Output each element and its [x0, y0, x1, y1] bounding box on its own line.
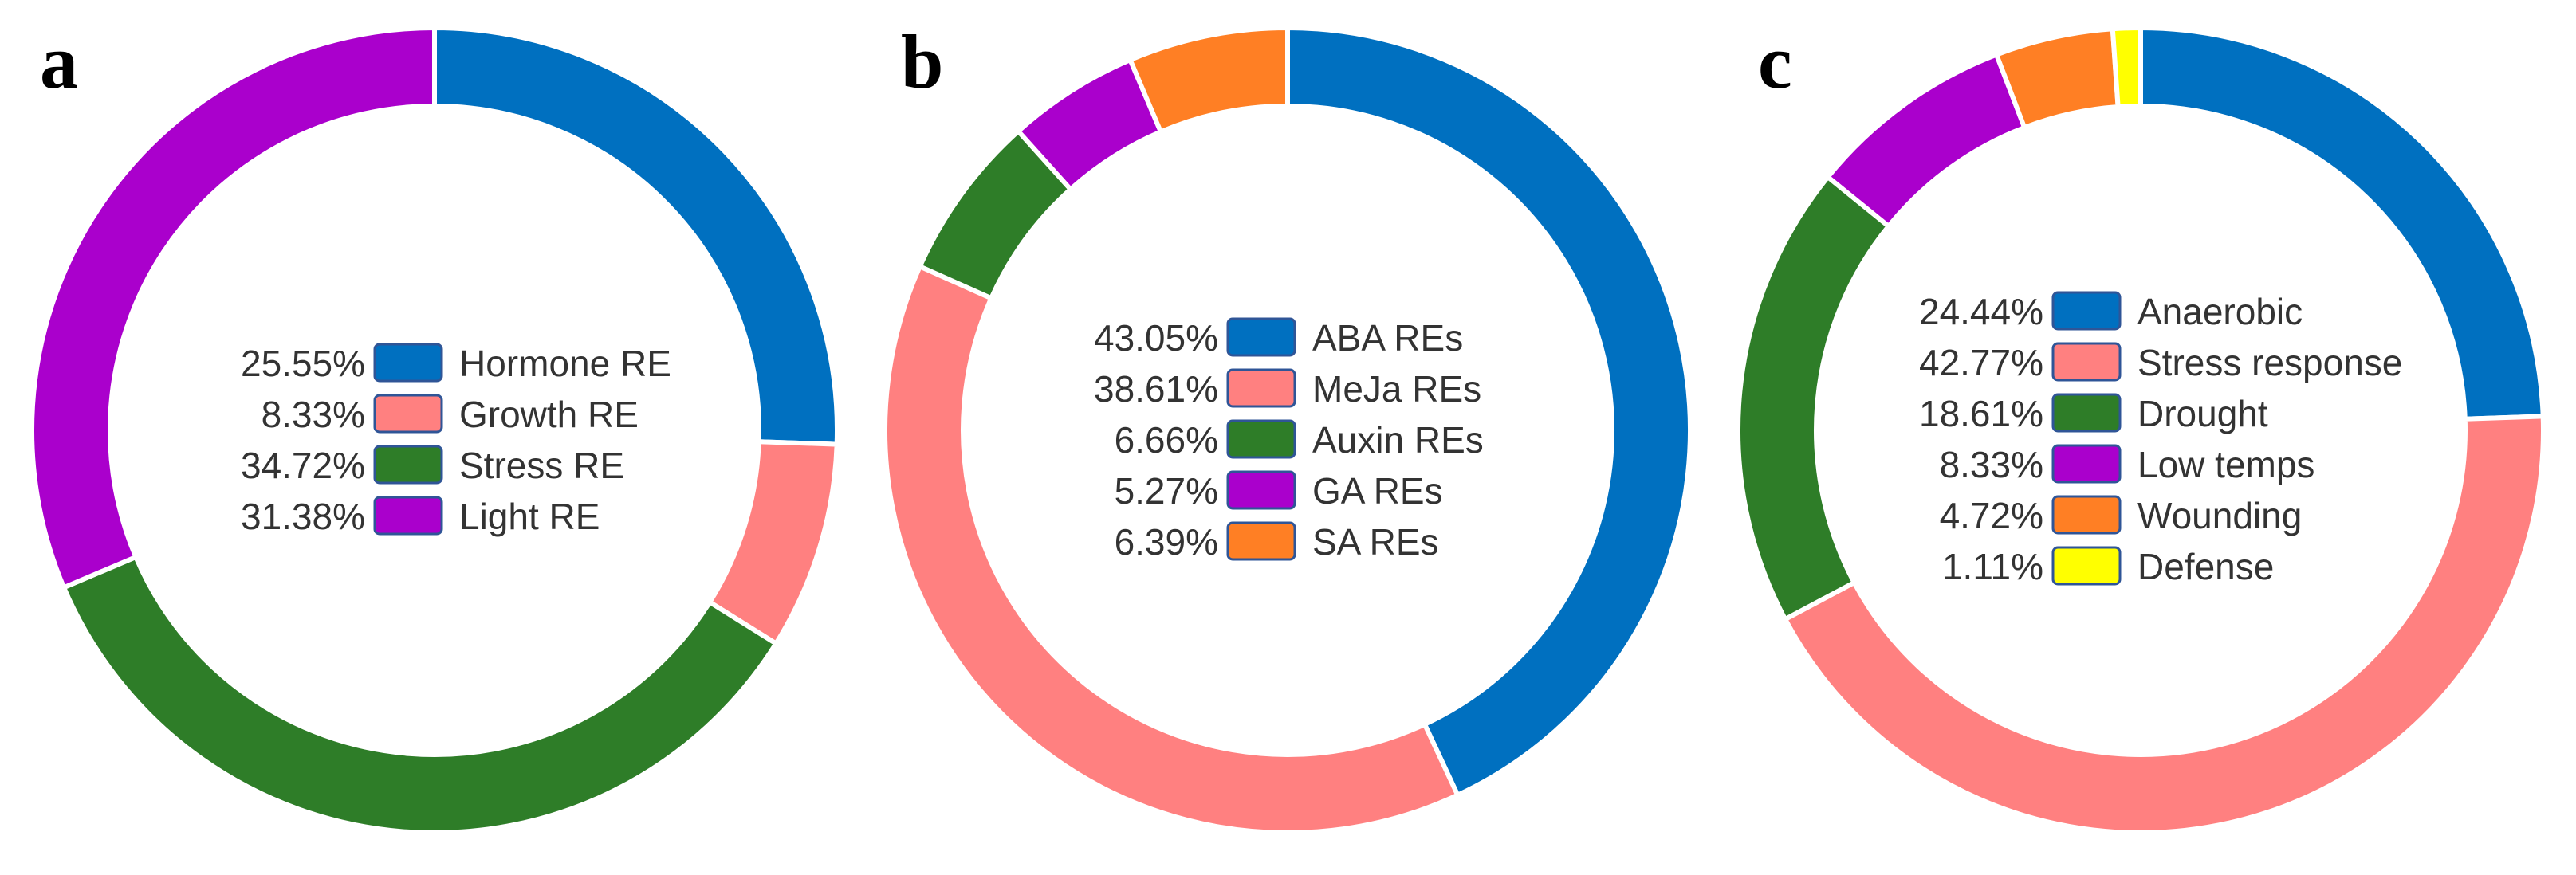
value-label-stress-response: 42.77% — [1919, 342, 2043, 383]
legend-label-defense: Defense — [2137, 546, 2274, 587]
legend-label-meja-res: MeJa REs — [1312, 368, 1481, 410]
donut-chart-a: 25.55% Hormone RE 8.33% Growth RE 34.72% Stre… — [29, 25, 840, 835]
legend-swatch-stress-re — [373, 445, 443, 485]
legend-swatch-drought — [2051, 393, 2122, 433]
legend-label-sa-res: SA REs — [1312, 521, 1439, 563]
value-label-aba-res: 43.05% — [1094, 317, 1218, 359]
legend-swatch-aba-res — [1226, 317, 1296, 357]
slice-drought — [1736, 173, 1892, 623]
value-label-anaerobic: 24.44% — [1919, 291, 2043, 332]
slice-stress-re — [61, 554, 780, 835]
panel-label-c: c — [1758, 19, 1792, 104]
value-label-wounding: 4.72% — [1940, 495, 2043, 536]
value-label-meja-res: 38.61% — [1094, 368, 1218, 410]
chart-panel-a: a 25.55% Hormone RE 8.33% Growth RE 34.72% St… — [0, 0, 845, 875]
value-label-stress-re: 34.72% — [241, 445, 365, 486]
slice-light-re — [29, 25, 437, 591]
legend-swatch-sa-res — [1226, 521, 1296, 561]
slice-stress-response — [1782, 414, 2546, 835]
value-label-drought: 18.61% — [1919, 393, 2043, 434]
legend-swatch-low-temps — [2051, 444, 2122, 484]
slice-hormone-re — [432, 25, 840, 447]
value-label-auxin-res: 6.66% — [1115, 419, 1218, 461]
donut-chart-c: 24.44% Anaerobic 42.77% Stress response 18.6… — [1736, 25, 2546, 835]
panel-label-a: a — [40, 19, 78, 104]
slice-sa-res — [1127, 25, 1290, 135]
legend-label-light-re: Light RE — [459, 496, 600, 537]
value-label-sa-res: 6.39% — [1115, 521, 1218, 563]
legend-label-aba-res: ABA REs — [1312, 317, 1463, 359]
legend-label-growth-re: Growth RE — [459, 394, 639, 435]
legend-label-ga-res: GA REs — [1312, 470, 1443, 512]
value-label-low-temps: 8.33% — [1940, 444, 2043, 485]
donut-chart-b: 43.05% ABA REs 38.61% MeJa REs 6.66% Auxin RE… — [883, 25, 1693, 835]
legend-swatch-meja-res — [1226, 368, 1296, 408]
legend-swatch-ga-res — [1226, 470, 1296, 510]
legend-label-low-temps: Low temps — [2137, 444, 2314, 485]
panel-label-b: b — [901, 19, 944, 104]
legend-swatch-light-re — [373, 496, 443, 536]
legend-label-stress-response: Stress response — [2137, 342, 2402, 383]
chart-panel-c: c 24.44% Anaerobic 42.77% Stress response 18… — [1694, 0, 2576, 875]
legend-label-wounding: Wounding — [2137, 495, 2302, 536]
value-label-hormone-re: 25.55% — [241, 343, 365, 384]
legend-swatch-anaerobic — [2051, 291, 2122, 331]
slice-meja-res — [883, 263, 1461, 835]
legend-swatch-defense — [2051, 546, 2122, 586]
legend-swatch-stress-response — [2051, 342, 2122, 382]
chart-panel-b: b 43.05% ABA REs 38.61% MeJa REs 6.66% Auxin … — [845, 0, 1694, 875]
slice-defense — [2110, 25, 2143, 110]
legend-label-auxin-res: Auxin REs — [1312, 419, 1484, 461]
legend-swatch-wounding — [2051, 495, 2122, 535]
legend-label-stress-re: Stress RE — [459, 445, 624, 486]
value-label-ga-res: 5.27% — [1115, 470, 1218, 512]
slice-aba-res — [1285, 25, 1693, 798]
legend-swatch-growth-re — [373, 394, 443, 434]
legend-label-hormone-re: Hormone RE — [459, 343, 671, 384]
legend-label-anaerobic: Anaerobic — [2137, 291, 2303, 332]
value-label-light-re: 31.38% — [241, 496, 365, 537]
slice-low-temps — [1824, 51, 2028, 230]
value-label-defense: 1.11% — [1942, 546, 2043, 587]
legend-swatch-hormone-re — [373, 343, 443, 383]
legend-label-drought: Drought — [2137, 393, 2268, 434]
legend-swatch-auxin-res — [1226, 419, 1296, 459]
value-label-growth-re: 8.33% — [262, 394, 365, 435]
